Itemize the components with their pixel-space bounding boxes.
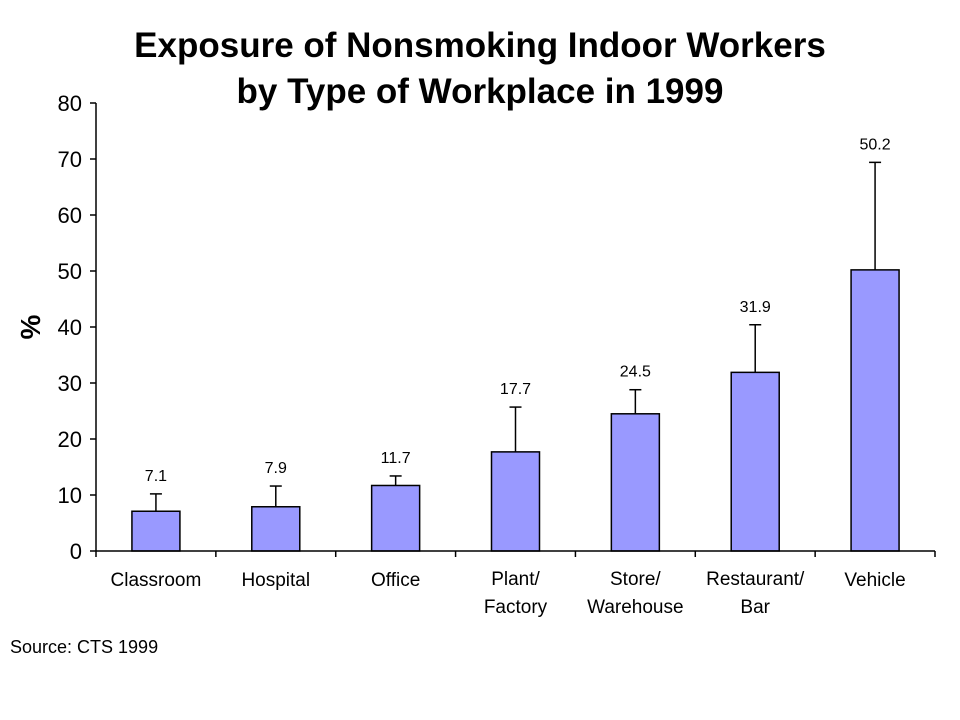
value-label: 11.7	[381, 450, 411, 467]
y-axis: 0 10 20 30 40 50 60 70 80	[58, 91, 97, 564]
x-tick-labels: Classroom Hospital Office Plant/Factory Stor…	[111, 569, 906, 618]
x-tick-label: Restaurant/	[706, 569, 805, 590]
x-tick-label: Office	[371, 570, 420, 591]
y-tick-label: 40	[58, 315, 82, 340]
y-tick-label: 10	[58, 483, 82, 508]
bar	[370, 484, 421, 552]
y-tick-label: 30	[58, 371, 82, 396]
value-label: 7.9	[265, 460, 287, 477]
source-note: Source: CTS 1999	[10, 637, 159, 657]
value-label: 31.9	[740, 299, 771, 316]
value-label: 50.2	[860, 136, 891, 153]
chart-title-line-1: Exposure of Nonsmoking Indoor Workers	[134, 26, 826, 65]
y-tick-label: 0	[70, 539, 82, 564]
value-label: 24.5	[620, 364, 651, 381]
bar	[850, 269, 900, 552]
value-label: 7.1	[145, 468, 167, 485]
x-tick-label: Hospital	[241, 570, 310, 591]
x-tick-label: Classroom	[111, 570, 202, 591]
bar	[490, 451, 541, 552]
chart-title-line-2: by Type of Workplace in 1999	[236, 72, 724, 111]
bar	[730, 371, 780, 552]
x-tick-label: Plant/	[491, 569, 540, 590]
x-tick-label: Factory	[484, 597, 548, 618]
value-label: 17.7	[500, 381, 531, 398]
y-tick-label: 70	[58, 147, 82, 172]
bars	[131, 269, 900, 552]
y-axis-label: %	[15, 314, 46, 339]
x-tick-label: Warehouse	[587, 597, 683, 618]
y-tick-label: 80	[58, 91, 82, 116]
y-tick-label: 50	[58, 259, 82, 284]
x-tick-label: Vehicle	[844, 570, 905, 591]
x-axis	[95, 550, 936, 557]
error-bars	[149, 161, 882, 512]
value-labels: 7.1 7.9 11.7 17.7 24.5 31.9 50.2	[145, 136, 891, 485]
x-tick-label: Bar	[740, 597, 770, 618]
x-tick-label: Store/	[610, 569, 661, 590]
y-tick-label: 20	[58, 427, 82, 452]
y-tick-label: 60	[58, 203, 82, 228]
bar	[610, 413, 661, 552]
bar	[131, 510, 181, 552]
bar	[251, 506, 301, 552]
